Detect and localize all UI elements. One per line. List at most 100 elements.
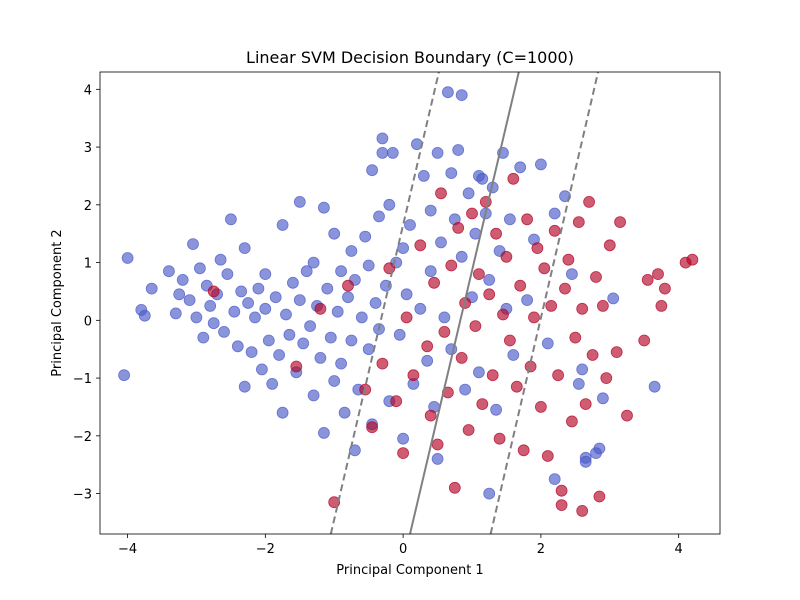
class-0-point	[314, 351, 327, 364]
class-1-point	[686, 253, 699, 266]
class-1-point	[659, 282, 671, 295]
class-1-point	[448, 481, 461, 494]
class-1-point	[431, 438, 444, 451]
class-0-point	[138, 309, 151, 322]
class-1-point	[414, 239, 427, 252]
class-1-point	[576, 302, 589, 315]
class-0-point	[335, 265, 348, 278]
class-0-point	[548, 207, 561, 220]
class-1-point	[555, 499, 568, 512]
class-0-point	[472, 366, 485, 379]
class-0-point	[283, 328, 296, 341]
class-0-point	[397, 242, 410, 255]
class-0-point	[297, 337, 310, 350]
class-1-point	[583, 195, 595, 208]
class-1-point	[314, 302, 327, 315]
class-1-point	[614, 216, 626, 229]
class-0-point	[293, 195, 306, 208]
class-0-point	[338, 406, 351, 419]
class-0-point	[262, 334, 275, 347]
decision-lines-layer	[329, 71, 600, 535]
class-0-point	[541, 337, 554, 350]
class-0-point	[566, 268, 578, 281]
class-1-point	[438, 325, 451, 338]
class-1-point	[600, 372, 613, 385]
class-0-point	[459, 383, 472, 396]
class-0-point	[145, 282, 158, 295]
class-0-point	[483, 273, 496, 286]
class-0-point	[355, 311, 368, 324]
class-1-point	[400, 311, 413, 324]
class-0-point	[376, 146, 389, 159]
class-0-point	[348, 444, 361, 457]
class-0-point	[376, 132, 389, 145]
class-0-point	[224, 213, 237, 226]
class-1-point	[579, 398, 592, 411]
class-1-point	[510, 380, 523, 393]
class-0-point	[121, 252, 134, 264]
class-0-point	[286, 276, 299, 289]
class-0-point	[245, 346, 258, 359]
class-0-point	[331, 305, 344, 318]
class-0-point	[345, 334, 358, 347]
class-1-point	[466, 207, 478, 220]
class-0-point	[441, 86, 454, 99]
class-0-point	[435, 236, 447, 249]
class-0-point	[455, 250, 468, 263]
class-0-point	[249, 311, 261, 324]
class-0-point	[579, 451, 592, 464]
class-0-point	[255, 363, 268, 376]
class-0-point	[431, 452, 444, 465]
class-0-point	[190, 311, 203, 324]
class-1-point	[545, 299, 558, 312]
class-1-point	[610, 346, 623, 359]
class-0-point	[393, 328, 406, 341]
class-1-point	[586, 349, 599, 361]
class-0-point	[366, 164, 379, 177]
class-0-point	[572, 377, 585, 390]
class-1-point	[528, 311, 540, 324]
class-0-point	[438, 311, 451, 324]
class-0-point	[593, 442, 606, 455]
class-1-point	[552, 369, 564, 382]
class-0-point	[373, 210, 385, 223]
class-1-point	[483, 288, 496, 301]
class-1-point	[562, 253, 575, 266]
y-tick-label: −3	[73, 488, 92, 503]
class-1-point	[521, 213, 533, 226]
class-0-point	[328, 375, 341, 387]
class-0-point	[452, 144, 465, 156]
class-1-point	[507, 172, 520, 185]
class-0-point	[228, 305, 241, 318]
class-0-point	[176, 273, 189, 286]
plot-area-frame	[99, 71, 721, 535]
margin-left-line	[329, 71, 440, 535]
class-1-point	[535, 400, 547, 413]
class-1-point	[490, 227, 503, 240]
class-0-point	[397, 432, 410, 445]
x-tick-label: 0	[399, 542, 407, 557]
class-0-point	[162, 265, 175, 278]
class-1-point	[593, 490, 606, 503]
class-1-point	[476, 398, 489, 411]
points-layer	[118, 86, 699, 517]
class-1-point	[541, 450, 554, 462]
class-0-point	[214, 253, 227, 266]
class-0-point	[424, 204, 437, 217]
class-1-point	[641, 273, 654, 286]
class-1-point	[435, 187, 447, 200]
margin-right-line	[489, 71, 600, 535]
class-1-point	[486, 369, 499, 382]
class-0-point	[221, 268, 234, 281]
class-1-point	[376, 357, 389, 370]
class-0-point	[118, 369, 130, 382]
class-1-point	[569, 331, 582, 344]
class-1-point	[538, 262, 551, 275]
y-tick-label: 0	[84, 314, 92, 329]
class-0-point	[317, 426, 330, 439]
class-0-point	[293, 294, 306, 307]
class-0-point	[445, 167, 458, 180]
class-0-point	[207, 317, 220, 330]
class-0-point	[183, 294, 196, 307]
